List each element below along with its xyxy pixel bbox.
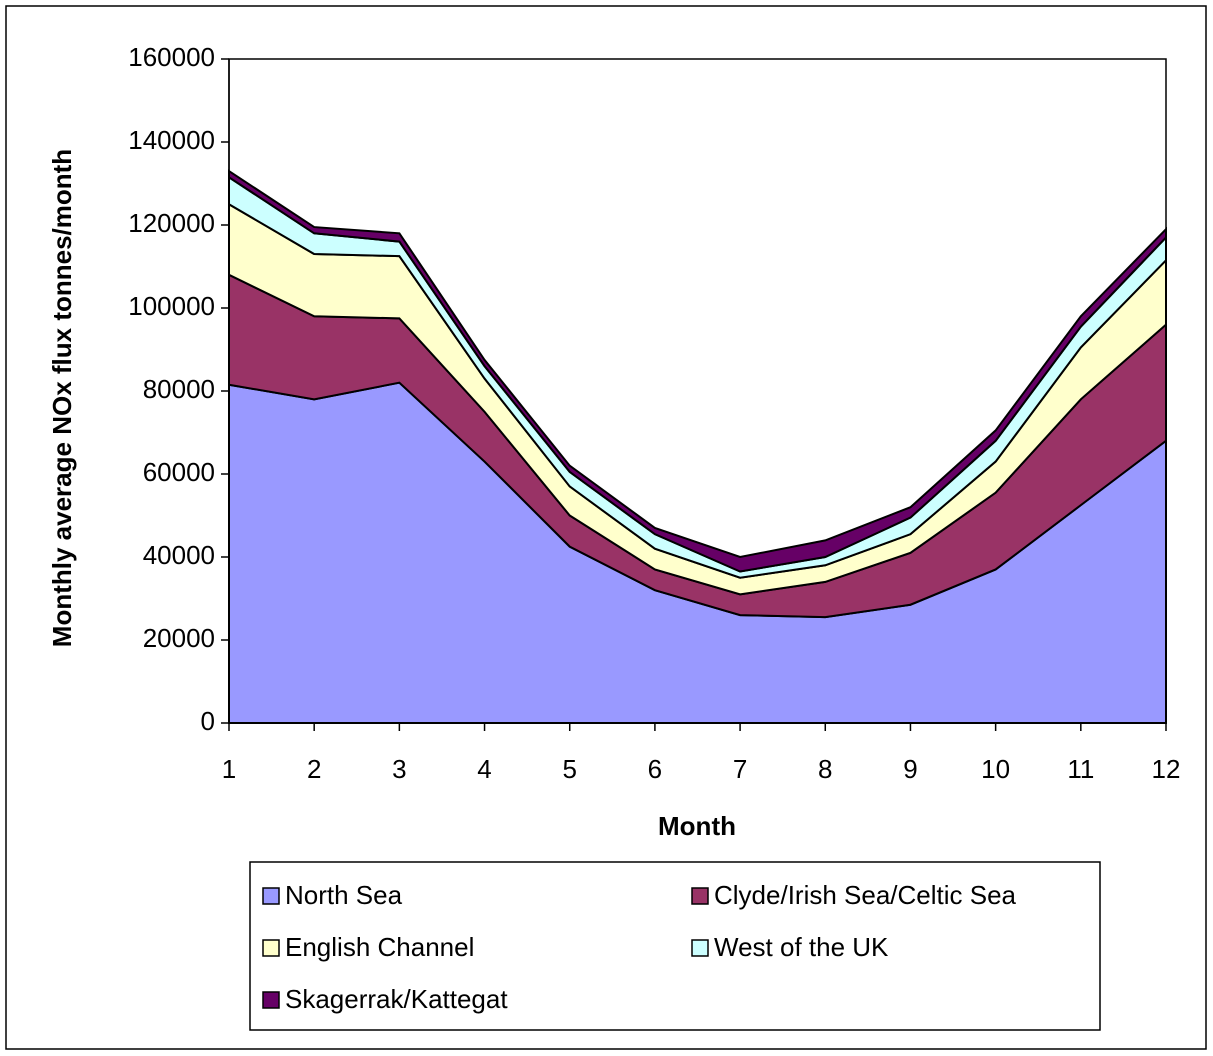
y-tick-label: 40000 xyxy=(143,540,215,570)
y-axis-label: Monthly average NOx flux tonnes/month xyxy=(47,149,77,647)
x-tick-label: 11 xyxy=(1067,754,1094,784)
legend-label: Skagerrak/Kattegat xyxy=(285,984,508,1014)
x-tick-label: 10 xyxy=(981,754,1010,784)
x-tick-label: 6 xyxy=(648,754,662,784)
legend-label: English Channel xyxy=(285,932,474,962)
legend-box xyxy=(249,861,1101,1031)
y-tick-label: 20000 xyxy=(143,623,215,653)
y-tick-label: 160000 xyxy=(128,42,215,72)
legend-swatch xyxy=(691,887,709,905)
y-tick-label: 140000 xyxy=(128,125,215,155)
y-tick-label: 0 xyxy=(201,706,215,736)
legend-swatch xyxy=(262,991,280,1009)
legend-swatch xyxy=(691,939,709,957)
y-tick-label: 100000 xyxy=(128,291,215,321)
y-tick-label: 120000 xyxy=(128,208,215,238)
x-tick-label: 2 xyxy=(307,754,321,784)
x-tick-label: 1 xyxy=(222,754,236,784)
x-tick-label: 9 xyxy=(903,754,917,784)
x-tick-label: 7 xyxy=(733,754,747,784)
x-tick-label: 4 xyxy=(477,754,491,784)
y-tick-label: 80000 xyxy=(143,374,215,404)
y-tick-label: 60000 xyxy=(143,457,215,487)
legend-label: North Sea xyxy=(285,880,403,910)
x-tick-label: 5 xyxy=(562,754,576,784)
x-axis-label: Month xyxy=(658,811,736,841)
legend-swatch xyxy=(262,939,280,957)
legend-label: West of the UK xyxy=(714,932,889,962)
area xyxy=(228,169,1167,573)
legend-swatch xyxy=(262,887,280,905)
x-tick-label: 8 xyxy=(818,754,832,784)
x-tick-label: 3 xyxy=(392,754,406,784)
legend-label: Clyde/Irish Sea/Celtic Sea xyxy=(714,880,1017,910)
x-tick-label: 12 xyxy=(1152,754,1181,784)
